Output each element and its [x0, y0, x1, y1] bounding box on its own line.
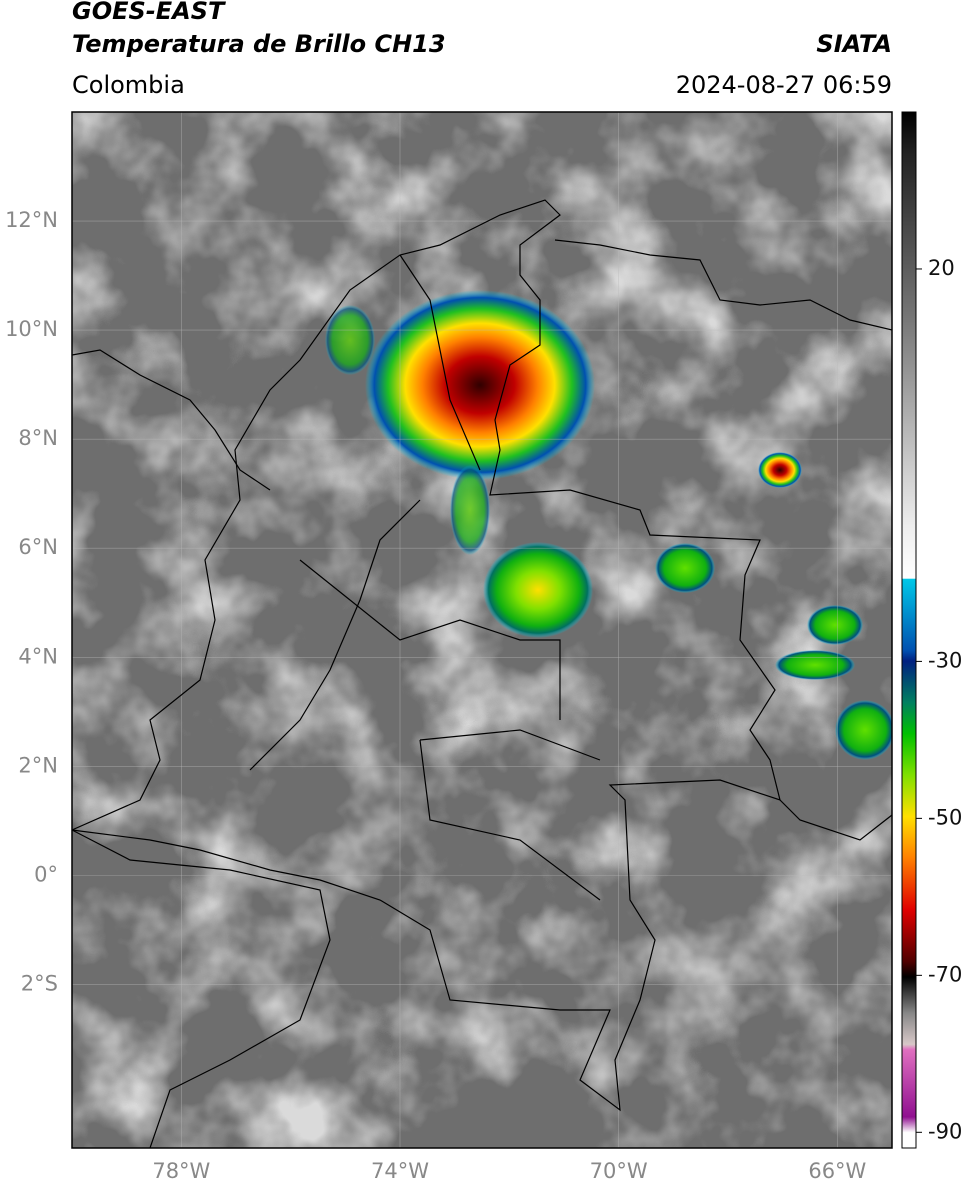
storm: [325, 305, 375, 375]
grid: [72, 112, 892, 1148]
region: Colombia: [72, 71, 185, 99]
x-tick-label: 78°W: [152, 1159, 210, 1183]
borders: [72, 199, 892, 1148]
clouds: [72, 112, 892, 1148]
satellite-image: [72, 112, 892, 1148]
map-frame: [71, 111, 893, 1149]
satellite: GOES-EAST: [72, 0, 226, 25]
storm: [775, 650, 855, 680]
storm: [450, 465, 490, 555]
colorbar: [901, 111, 917, 1149]
y-tick-label: 0°: [34, 862, 58, 886]
colorbar-tick-label: -90: [928, 1119, 962, 1143]
x-tick-label: 70°W: [590, 1159, 648, 1183]
colorbar-tick-label: -30: [928, 648, 962, 672]
storm: [807, 605, 863, 645]
y-tick-label: 2°S: [21, 971, 58, 995]
x-tick-label: 74°W: [371, 1159, 429, 1183]
x-tick-label: 66°W: [808, 1159, 866, 1183]
datetime: 2024-08-27 06:59: [676, 71, 892, 99]
y-tick-label: 6°N: [18, 535, 58, 559]
product: Temperatura de Brillo CH13: [72, 30, 446, 58]
y-tick-label: 10°N: [5, 317, 58, 341]
source: SIATA: [816, 30, 892, 58]
y-tick-label: 12°N: [5, 208, 58, 232]
colorbar-tick-label: -50: [928, 805, 962, 829]
storm: [835, 700, 892, 760]
y-tick-label: 4°N: [18, 644, 58, 668]
storm: [655, 543, 715, 593]
colorbar-tick-label: -70: [928, 962, 962, 986]
y-tick-label: 8°N: [18, 426, 58, 450]
y-tick-label: 2°N: [18, 753, 58, 777]
colorbar-tick-label: 20: [928, 256, 955, 280]
storm: [483, 542, 593, 638]
storm: [758, 452, 802, 488]
storm: [365, 290, 595, 480]
